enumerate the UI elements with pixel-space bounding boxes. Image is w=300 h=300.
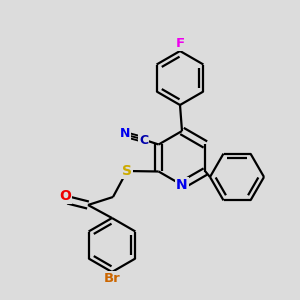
Text: O: O bbox=[59, 188, 71, 203]
Text: F: F bbox=[176, 37, 184, 50]
Text: N: N bbox=[176, 178, 188, 192]
Text: C: C bbox=[139, 134, 148, 147]
Text: S: S bbox=[122, 164, 132, 178]
Text: Br: Br bbox=[103, 272, 120, 285]
Text: N: N bbox=[120, 128, 130, 140]
